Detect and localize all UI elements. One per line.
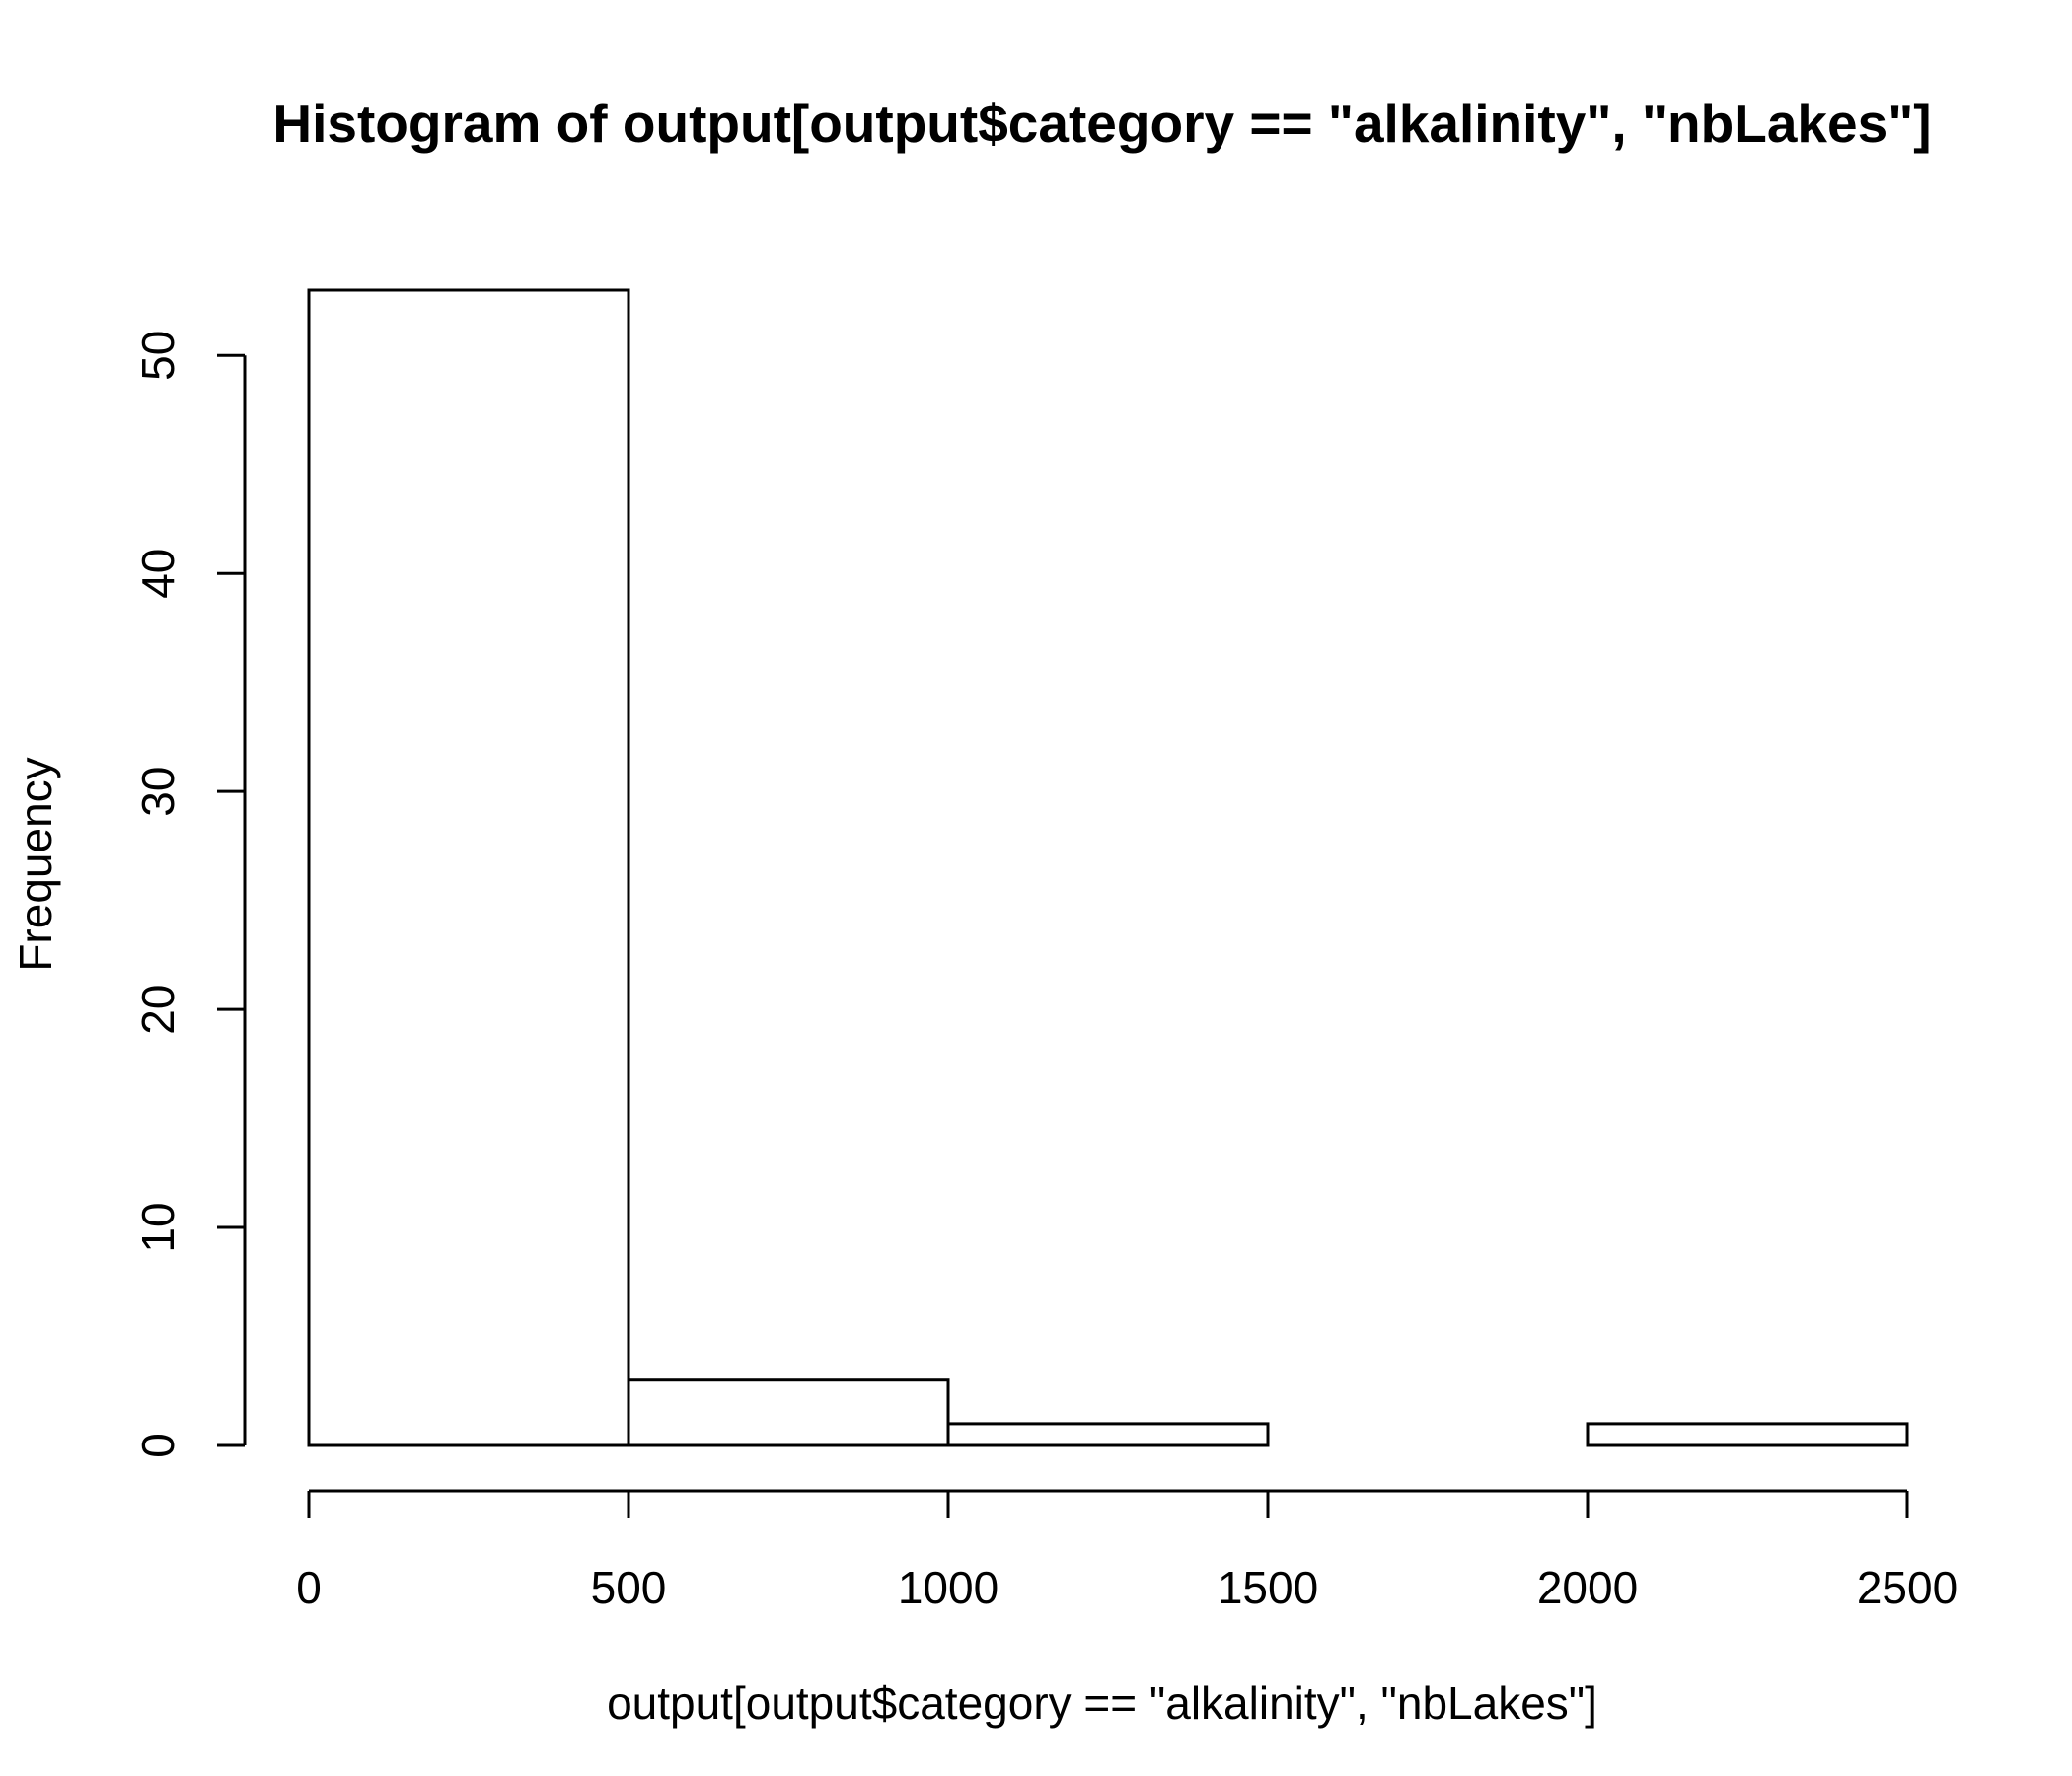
- y-tick-label: 0: [132, 1433, 184, 1458]
- histogram-bar-4: [1586, 1422, 1909, 1447]
- y-tick-label: 10: [132, 1202, 184, 1252]
- histogram-bars: [307, 288, 1909, 1447]
- x-axis-title: output[output$category == "alkalinity", …: [607, 1677, 1597, 1729]
- y-tick-label: 20: [132, 985, 184, 1035]
- x-tick-label: 1000: [898, 1562, 999, 1613]
- histogram-bar-0: [307, 288, 630, 1447]
- histogram-bar-1: [627, 1378, 950, 1447]
- x-tick-label: 0: [296, 1562, 322, 1613]
- y-tick-label: 30: [132, 767, 184, 817]
- x-tick-label: 2500: [1857, 1562, 1958, 1613]
- x-tick-label: 1500: [1218, 1562, 1318, 1613]
- y-axis-title: Frequency: [10, 757, 61, 971]
- histogram-bar-2: [946, 1422, 1270, 1447]
- x-tick-label: 2000: [1537, 1562, 1638, 1613]
- x-tick-label: 500: [591, 1562, 667, 1613]
- y-tick-label: 40: [132, 549, 184, 599]
- x-axis: 0 500 1000 1500 2000 2500: [296, 1489, 1958, 1613]
- chart-title: Histogram of output[output$category == "…: [272, 93, 1931, 154]
- y-tick-label: 50: [132, 331, 184, 381]
- y-axis: 0 10 20 30 40 50: [132, 331, 247, 1458]
